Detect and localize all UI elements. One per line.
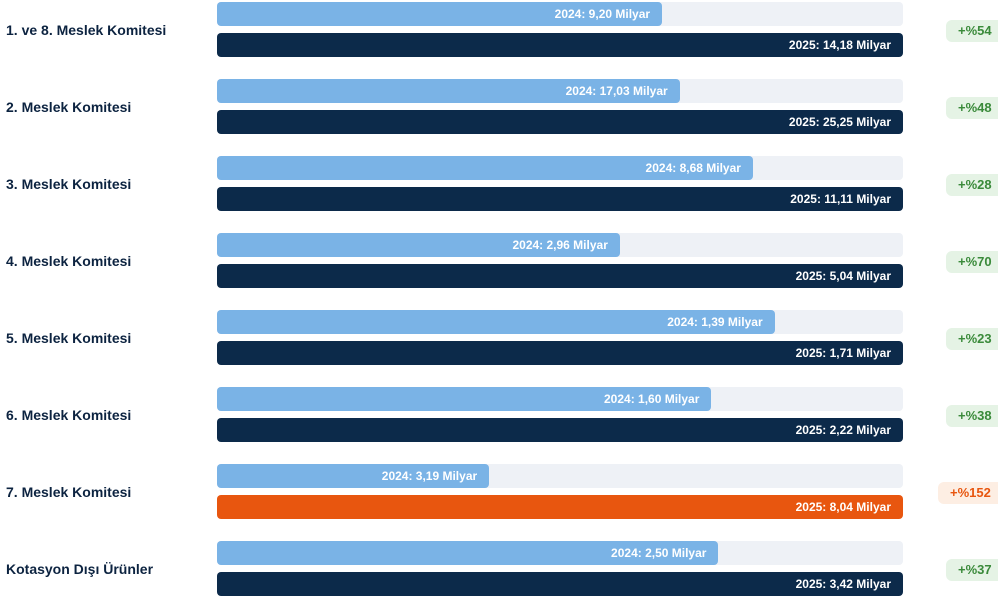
bar-previous: 2024: 1,39 Milyar (217, 310, 775, 334)
bar-previous: 2024: 2,50 Milyar (217, 541, 719, 565)
row: 5. Meslek Komitesi 2024: 1,39 Milyar 2025:… (0, 310, 998, 368)
row-label: 1. ve 8. Meslek Komitesi (6, 22, 167, 38)
row: 2. Meslek Komitesi 2024: 17,03 Milyar 2025… (0, 79, 998, 137)
bar-previous: 2024: 1,60 Milyar (217, 387, 712, 411)
bar-current: 2025: 3,42 Milyar (217, 572, 903, 596)
row-label: Kotasyon Dışı Ürünler (6, 561, 154, 577)
bar-previous: 2024: 17,03 Milyar (217, 79, 680, 103)
change-badge: +%37 (946, 559, 998, 581)
row-label: 7. Meslek Komitesi (6, 484, 132, 500)
change-badge: +%152 (938, 482, 998, 504)
row: 3. Meslek Komitesi 2024: 8,68 Milyar 2025:… (0, 156, 998, 214)
change-badge: +%54 (946, 20, 998, 42)
bar-current: 2025: 2,22 Milyar (217, 418, 903, 442)
bar-previous: 2024: 2,96 Milyar (217, 233, 620, 257)
bar-current: 2025: 5,04 Milyar (217, 264, 903, 288)
change-badge: +%48 (946, 97, 998, 119)
bar-current: 2025: 14,18 Milyar (217, 33, 903, 57)
row-label: 6. Meslek Komitesi (6, 407, 132, 423)
row-label: 5. Meslek Komitesi (6, 330, 132, 346)
change-badge: +%23 (946, 328, 998, 350)
bar-current: 2025: 25,25 Milyar (217, 110, 903, 134)
row: 6. Meslek Komitesi 2024: 1,60 Milyar 2025:… (0, 387, 998, 445)
row: 4. Meslek Komitesi 2024: 2,96 Milyar 2025:… (0, 233, 998, 291)
row-label: 2. Meslek Komitesi (6, 99, 132, 115)
bar-previous: 2024: 9,20 Milyar (217, 2, 663, 26)
bar-current: 2025: 1,71 Milyar (217, 341, 903, 365)
row: Kotasyon Dışı Ürünler 2024: 2,50 Milyar 20… (0, 541, 998, 599)
row-label: 3. Meslek Komitesi (6, 176, 132, 192)
change-badge: +%38 (946, 405, 998, 427)
row-label: 4. Meslek Komitesi (6, 253, 132, 269)
row: 1. ve 8. Meslek Komitesi 2024: 9,20 Milya… (0, 2, 998, 60)
bar-previous: 2024: 3,19 Milyar (217, 464, 490, 488)
change-badge: +%28 (946, 174, 998, 196)
bar-current: 2025: 8,04 Milyar (217, 495, 903, 519)
row: 7. Meslek Komitesi 2024: 3,19 Milyar 2025:… (0, 464, 998, 522)
bar-current: 2025: 11,11 Milyar (217, 187, 903, 211)
bar-previous: 2024: 8,68 Milyar (217, 156, 753, 180)
change-badge: +%70 (946, 251, 998, 273)
